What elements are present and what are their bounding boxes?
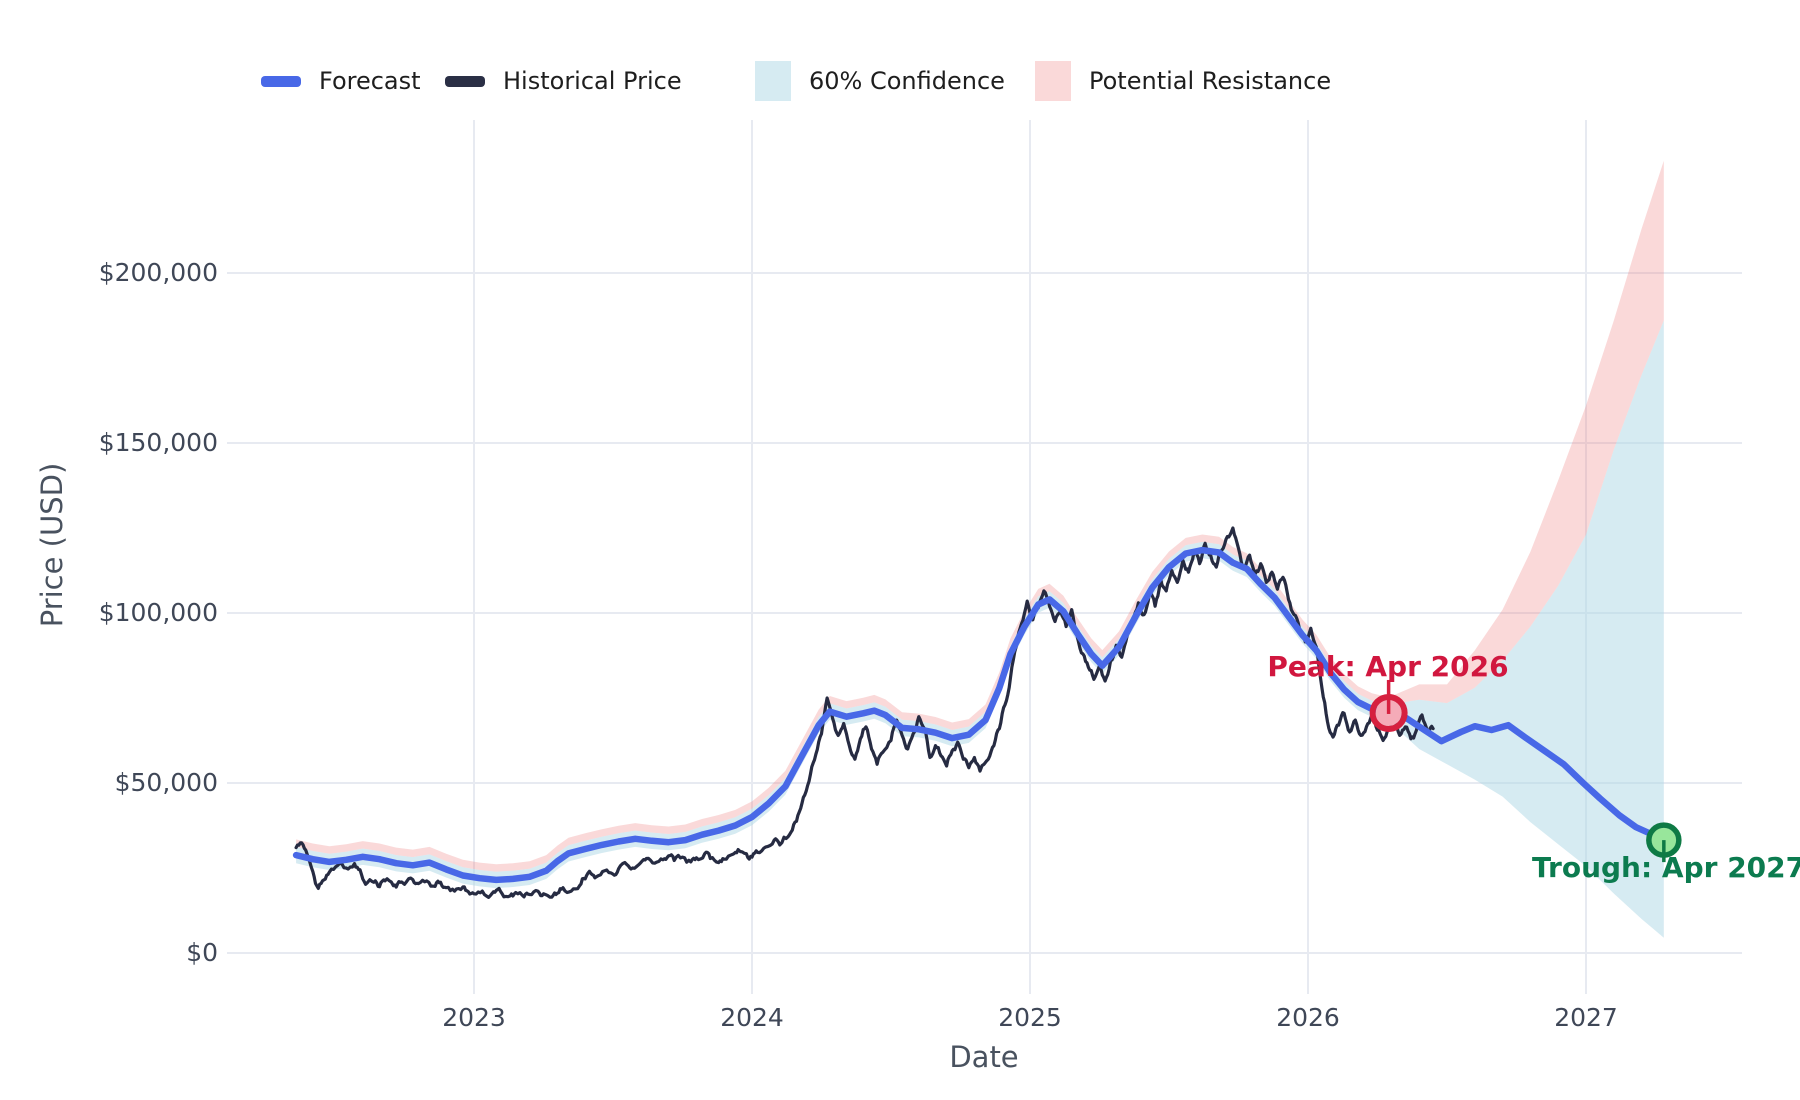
y-axis-title: Price (USD) [35, 462, 69, 628]
trough-annotation: Trough: Apr 2027 [1532, 851, 1800, 884]
peak-marker-ring [1369, 693, 1408, 732]
legend-item-potential-resistance: Potential Resistance [1035, 59, 1331, 103]
x-tick-label: 2027 [1554, 1003, 1618, 1032]
x-tick-label: 2023 [442, 1003, 506, 1032]
legend-patch-swatch [755, 61, 791, 101]
legend-label: Forecast [319, 67, 421, 95]
y-tick-label: $100,000 [98, 598, 218, 627]
y-tick-label: $50,000 [114, 768, 218, 797]
y-tick-label: $150,000 [98, 428, 218, 457]
legend-item-60-confidence: 60% Confidence [755, 59, 1005, 103]
legend-line-swatch [261, 75, 301, 87]
legend-line-swatch [445, 75, 485, 87]
legend-item-forecast: Forecast [261, 59, 421, 103]
historical-price-line [294, 526, 1435, 900]
y-tick-label: $200,000 [98, 258, 218, 287]
x-axis-title: Date [949, 1040, 1019, 1074]
forecast-line [292, 546, 1668, 884]
confidence-band [296, 320, 1664, 938]
legend-patch-swatch [1035, 61, 1071, 101]
trough-marker-ring [1646, 822, 1682, 858]
legend-label: Potential Resistance [1089, 67, 1332, 95]
legend-label: Historical Price [503, 67, 682, 95]
x-tick-label: 2026 [1276, 1003, 1340, 1032]
x-tick-label: 2024 [720, 1003, 784, 1032]
legend-label: 60% Confidence [809, 67, 1005, 95]
peak-annotation: Peak: Apr 2026 [1267, 650, 1509, 683]
x-tick-label: 2025 [998, 1003, 1062, 1032]
y-tick-label: $0 [186, 938, 218, 967]
legend-item-historical-price: Historical Price [445, 59, 682, 103]
